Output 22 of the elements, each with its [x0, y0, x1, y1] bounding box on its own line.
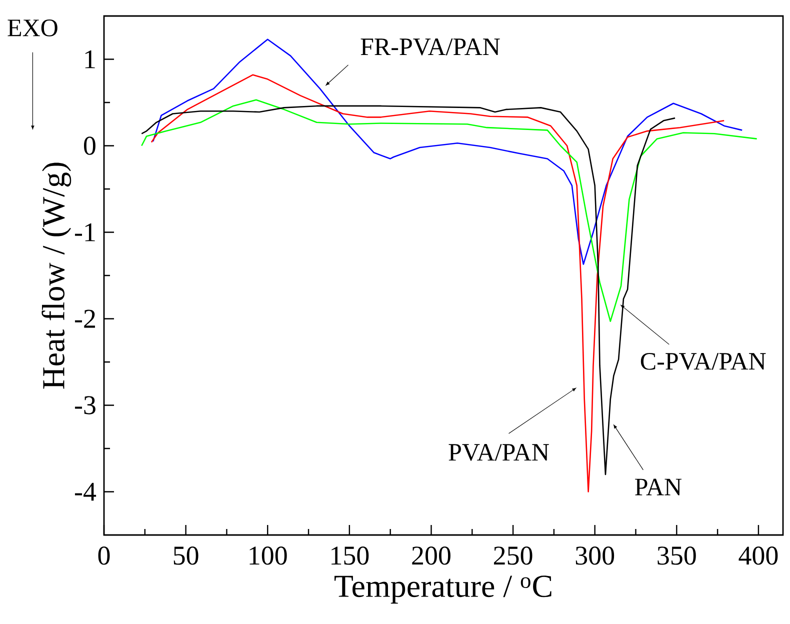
annotation: PVA/PAN	[448, 444, 549, 461]
x-axis-title: Temperature / $^{o}$C	[334, 576, 552, 604]
y-tick-label: 0	[84, 136, 96, 155]
x-tick-label: 300	[576, 546, 614, 565]
x-tick-label: 0	[98, 546, 110, 565]
y-tick-label: -3	[74, 396, 96, 414]
x-tick-label: 200	[412, 546, 450, 565]
x-tick-label: 50	[174, 546, 198, 565]
annotation: C-PVA/PAN	[640, 352, 766, 370]
y-tick-label: 1	[85, 50, 95, 68]
y-tick-label: -2	[74, 310, 95, 328]
y-axis-title: Heat flow / (W/g)	[42, 162, 72, 389]
text: EXO	[8, 20, 58, 36]
x-tick-label: 400	[738, 546, 778, 565]
annotation: FR-PVA/PAN	[360, 38, 500, 56]
x-tick-label: 250	[494, 546, 532, 565]
y-tick-label: -4	[74, 482, 96, 501]
x-tick-label: 350	[658, 546, 696, 565]
x-tick-label: 150	[332, 546, 369, 565]
annotation: PAN	[635, 478, 682, 496]
x-tick-label: 100	[250, 546, 287, 565]
y-tick-label: -1	[74, 223, 95, 242]
